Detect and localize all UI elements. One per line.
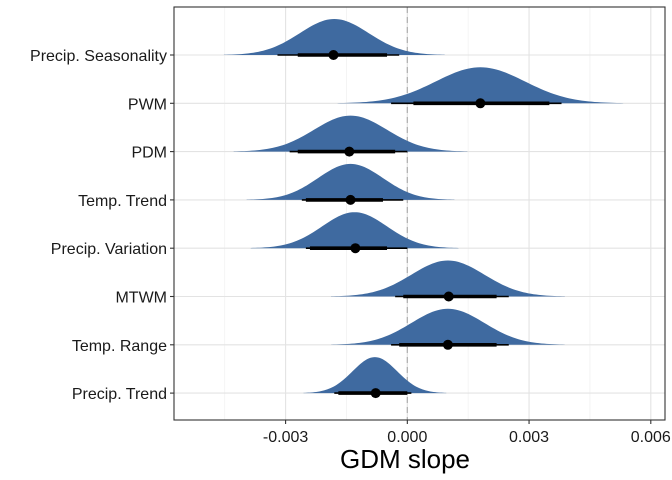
- median-point-1: [328, 50, 339, 60]
- distributions-layer: [223, 19, 624, 399]
- grid-layer: [174, 7, 665, 420]
- density-8: [303, 357, 447, 394]
- y-tick-labels: Precip. Seasonality PWM PDM Temp. Trend Prec…: [30, 48, 174, 403]
- density-3: [233, 115, 468, 152]
- median-point-7: [442, 339, 453, 350]
- x-tick-label-1: -0.003: [263, 429, 308, 446]
- panel-border: [173, 6, 666, 421]
- x-tick-labels: -0.003 0.000 0.003 0.006: [263, 420, 671, 446]
- halfeye-3: [233, 115, 468, 157]
- halfeye-4: [246, 163, 455, 205]
- x-tick-label-2: 0.000: [387, 429, 427, 446]
- y-tick-label-8: Precip. Trend: [72, 386, 167, 403]
- halfeye-5: [250, 212, 459, 254]
- median-point-5: [350, 243, 361, 254]
- x-tick-label-4: 0.006: [631, 429, 671, 446]
- halfeye-1: [223, 19, 445, 60]
- y-tick-label-1: Precip. Seasonality: [30, 48, 167, 65]
- y-tick-label-7: Temp. Range: [72, 338, 167, 355]
- density-4: [246, 163, 455, 200]
- y-tick-label-5: Precip. Variation: [51, 241, 167, 258]
- median-point-6: [443, 291, 454, 302]
- y-tick-label-4: Temp. Trend: [78, 193, 167, 210]
- density-5: [250, 212, 459, 249]
- density-7: [331, 308, 565, 345]
- x-tick-label-3: 0.003: [509, 429, 549, 446]
- halfeye-7: [331, 308, 565, 350]
- y-tick-label-2: PWM: [128, 96, 167, 113]
- y-tick-label-6: MTWM: [115, 290, 167, 307]
- density-2: [337, 67, 624, 104]
- median-point-4: [345, 194, 356, 205]
- median-point-3: [344, 146, 355, 157]
- halfeye-8: [303, 357, 447, 399]
- density-6: [331, 260, 565, 297]
- halfeye-6: [331, 260, 565, 302]
- x-axis-title: GDM slope: [340, 444, 470, 474]
- y-tick-label-3: PDM: [131, 145, 167, 162]
- panel-frame: [173, 6, 666, 421]
- median-point-8: [370, 388, 381, 399]
- median-point-2: [475, 98, 486, 109]
- halfeye-2: [337, 67, 624, 109]
- density-1: [223, 19, 445, 55]
